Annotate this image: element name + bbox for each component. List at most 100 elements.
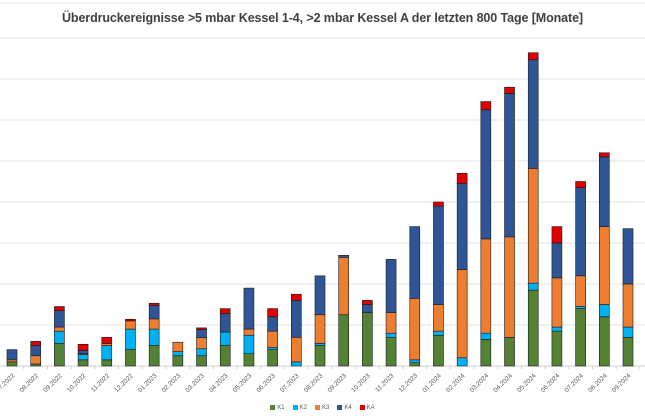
bar-segment-k3-08.2023 bbox=[314, 314, 326, 344]
legend-swatch bbox=[314, 405, 320, 410]
bar-segment-k3-02.2024 bbox=[456, 269, 468, 359]
bar-segment-k3-06.2024 bbox=[551, 277, 563, 328]
legend-item-k1: K1 bbox=[270, 405, 285, 412]
bar-segment-ka-08.2022 bbox=[30, 341, 41, 346]
bar-segment-ka-02.2024 bbox=[456, 173, 468, 184]
bar-segment-k1-01.2024 bbox=[433, 334, 444, 367]
x-tick-label: 06.2024 bbox=[540, 372, 562, 394]
x-tick-label: 01.2024 bbox=[421, 372, 443, 394]
legend-swatch bbox=[359, 405, 365, 410]
bar-segment-k4-01.2024 bbox=[433, 205, 444, 305]
bar-segment-k1-12.2023 bbox=[409, 362, 421, 367]
x-tick-label: 02.2024 bbox=[445, 372, 467, 394]
bar-segment-k2-01.2023 bbox=[148, 328, 160, 346]
bar-segment-k4-03.2023 bbox=[196, 329, 207, 339]
x-tick-label: 03.2023 bbox=[184, 372, 206, 394]
legend: K1 K2 K3 K4 KA bbox=[0, 405, 645, 411]
x-tick-label: 06.2023 bbox=[255, 372, 277, 394]
bar-segment-k3-02.2023 bbox=[172, 341, 184, 352]
bar-segment-ka-04.2024 bbox=[504, 86, 515, 94]
bar-segment-ka-03.2024 bbox=[480, 101, 492, 111]
chart-title: Überdruckereignisse >5 mbar Kessel 1-4, … bbox=[61, 11, 583, 25]
bar-segment-k4-06.2024 bbox=[551, 242, 563, 279]
bar-segment-k2-12.2023 bbox=[409, 359, 421, 364]
bar-segment-ka-04.2023 bbox=[219, 308, 231, 314]
bar-segment-k4-10.2023 bbox=[362, 304, 373, 313]
bar-segment-k1-09.2023 bbox=[338, 314, 349, 367]
x-tick-label: 11.2022 bbox=[90, 372, 111, 393]
bar-segment-k1-10.2022 bbox=[77, 359, 89, 367]
bar-segment-k2-05.2024 bbox=[527, 282, 539, 291]
bar-segment-k2-01.2024 bbox=[433, 330, 444, 336]
bar-segment-k3-05.2024 bbox=[527, 168, 539, 284]
bar-segment-k1-03.2023 bbox=[196, 355, 207, 367]
x-tick-label: 02.2023 bbox=[161, 372, 183, 394]
bar-segment-k3-01.2023 bbox=[148, 318, 160, 330]
x-tick-label: 10.2023 bbox=[350, 372, 372, 394]
bar-segment-k4-03.2024 bbox=[480, 109, 492, 240]
bar-segment-k4-01.2023 bbox=[148, 305, 160, 320]
bar-segment-k2-07.2024 bbox=[575, 306, 586, 309]
bar-segment-k1-07.2022 bbox=[6, 361, 18, 367]
bar-segment-ka-10.2023 bbox=[362, 300, 373, 305]
bar-segment-k2-06.2023 bbox=[267, 347, 278, 350]
bar-segment-k3-01.2024 bbox=[433, 304, 444, 332]
bar-segment-k4-11.2023 bbox=[385, 259, 397, 313]
bar-segment-k1-08.2024 bbox=[599, 316, 610, 367]
bar-segment-k3-11.2023 bbox=[385, 312, 397, 334]
x-tick-label: 01.2023 bbox=[137, 372, 159, 394]
bar-segment-k2-08.2023 bbox=[314, 343, 326, 346]
legend-label: KA bbox=[366, 405, 375, 412]
bar-segment-k1-06.2024 bbox=[551, 330, 563, 367]
bar-segment-k1-04.2023 bbox=[219, 345, 231, 367]
bar-segment-k4-05.2023 bbox=[243, 287, 255, 330]
legend-swatch bbox=[292, 405, 298, 410]
bar-segment-k2-06.2024 bbox=[551, 326, 563, 332]
bar-segment-k2-11.2022 bbox=[101, 345, 113, 361]
bar-segment-k1-10.2023 bbox=[362, 312, 373, 367]
bar-segment-k4-04.2024 bbox=[504, 93, 515, 238]
bar-segment-k4-10.2022 bbox=[77, 350, 89, 355]
bar-segment-k3-09.2022 bbox=[54, 326, 65, 332]
bar-segment-k4-07.2022 bbox=[6, 349, 18, 361]
bar-segment-k1-11.2023 bbox=[385, 336, 397, 367]
bar-segment-ka-12.2022 bbox=[125, 318, 136, 322]
bar-segment-k4-04.2023 bbox=[219, 313, 231, 333]
legend-label: K2 bbox=[299, 405, 307, 412]
bar-segment-k2-04.2023 bbox=[219, 331, 231, 346]
x-tick-label: 05.2024 bbox=[516, 372, 538, 394]
bar-segment-k1-08.2022 bbox=[30, 363, 41, 367]
legend-label: K4 bbox=[344, 405, 352, 412]
legend-item-k2: K2 bbox=[292, 405, 307, 412]
x-tick-label: 09.2023 bbox=[327, 372, 349, 394]
bar-segment-k2-07.2023 bbox=[291, 361, 302, 367]
bar-segment-k3-04.2024 bbox=[504, 236, 515, 338]
bar-segment-k4-05.2024 bbox=[527, 59, 539, 169]
bar-segment-k1-01.2023 bbox=[148, 345, 160, 367]
bar-segment-ka-01.2023 bbox=[148, 302, 160, 306]
bar-segment-ka-07.2024 bbox=[575, 181, 586, 188]
bar-segment-k3-05.2023 bbox=[243, 328, 255, 336]
bar-segment-k4-07.2023 bbox=[291, 300, 302, 338]
bar-segment-k2-03.2024 bbox=[480, 332, 492, 340]
x-tick-label: 10.2022 bbox=[66, 372, 88, 394]
bar-segment-k3-07.2024 bbox=[575, 275, 586, 307]
bar-segment-ka-06.2023 bbox=[267, 308, 278, 318]
x-tick-label: 07.2024 bbox=[563, 372, 585, 394]
bar-segment-k1-02.2023 bbox=[172, 355, 184, 367]
bar-segment-k1-09.2022 bbox=[54, 343, 65, 367]
bar-segment-k2-09.2024 bbox=[622, 326, 634, 338]
x-tick-label: 08.2022 bbox=[19, 372, 41, 394]
bar-segment-k1-09.2024 bbox=[622, 336, 634, 367]
bar-segment-k1-11.2022 bbox=[101, 359, 113, 367]
legend-label: K1 bbox=[277, 405, 285, 412]
bar-segment-k1-03.2024 bbox=[480, 339, 492, 367]
bar-segment-k2-09.2022 bbox=[54, 330, 65, 344]
bar-segment-k3-08.2024 bbox=[599, 226, 610, 305]
bar-segment-k3-03.2024 bbox=[480, 238, 492, 334]
bar-segment-k2-05.2023 bbox=[243, 334, 255, 355]
bar-segment-k1-12.2022 bbox=[125, 349, 136, 367]
bar-segment-k1-08.2023 bbox=[314, 345, 326, 367]
x-tick-label: 04.2023 bbox=[208, 372, 230, 394]
x-tick-label: 03.2024 bbox=[469, 372, 491, 394]
